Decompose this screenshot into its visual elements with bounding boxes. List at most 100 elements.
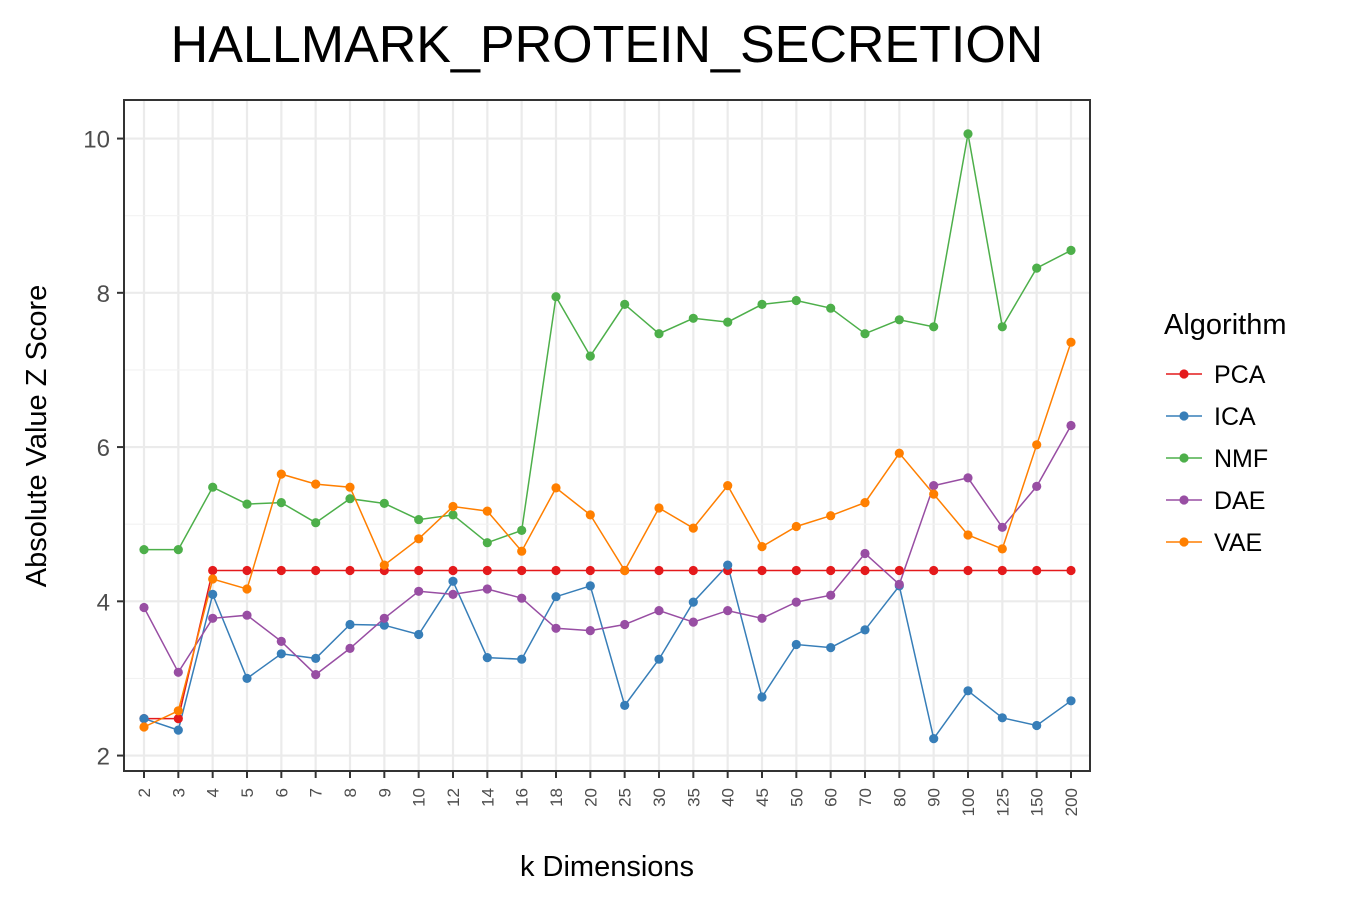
x-tick-label: 5	[238, 788, 257, 797]
data-point-nmf	[894, 315, 904, 325]
data-point-dae	[1066, 420, 1076, 431]
data-point-ica	[997, 713, 1007, 723]
grid	[124, 100, 1090, 771]
data-point-dae	[311, 670, 321, 680]
chart-title: HALLMARK_PROTEIN_SECRETION	[171, 16, 1044, 74]
data-point-ica	[345, 619, 355, 630]
data-point-vae	[173, 706, 183, 716]
data-point-vae	[963, 530, 973, 540]
data-point-nmf	[723, 317, 733, 327]
data-point-vae	[654, 503, 664, 513]
series-line-nmf	[144, 133, 1072, 551]
plot-panel-border	[123, 99, 1091, 772]
data-point-dae	[791, 597, 801, 607]
data-point-pca	[585, 565, 595, 576]
data-point-ica	[517, 654, 527, 664]
data-point-dae	[757, 613, 767, 623]
data-point-vae	[723, 481, 733, 491]
data-point-dae	[1032, 481, 1042, 491]
data-point-vae	[379, 560, 389, 570]
data-point-ica	[723, 560, 733, 570]
x-tick-label: 200	[1062, 788, 1081, 816]
x-tick-label: 7	[307, 788, 326, 797]
data-point-dae	[654, 606, 664, 616]
x-tick-label: 150	[1028, 788, 1047, 816]
data-point-vae	[688, 523, 698, 533]
data-point-nmf	[311, 518, 321, 528]
data-point-nmf	[929, 322, 939, 332]
data-point-ica	[620, 700, 630, 711]
data-point-pca	[173, 714, 183, 724]
data-point-ica	[1066, 696, 1076, 706]
data-point-nmf	[757, 299, 767, 309]
data-point-vae	[276, 469, 286, 479]
data-point-ica	[311, 653, 321, 664]
data-point-pca	[997, 565, 1007, 576]
x-tick-label: 8	[341, 788, 360, 797]
data-point-nmf	[379, 498, 389, 508]
data-point-dae	[894, 579, 904, 590]
data-point-nmf	[139, 545, 149, 555]
data-point-vae	[1032, 440, 1042, 450]
data-point-vae	[826, 511, 836, 521]
data-point-pca	[345, 565, 355, 576]
data-point-vae	[757, 542, 767, 552]
x-tick-label: 12	[444, 788, 463, 807]
x-tick-label: 50	[787, 788, 806, 807]
x-tick-label: 16	[513, 788, 532, 807]
data-point-pca	[894, 565, 904, 576]
data-point-nmf	[963, 129, 973, 139]
data-point-vae	[620, 565, 630, 576]
y-tick-label: 8	[97, 281, 110, 308]
series-line-ica	[143, 563, 1072, 741]
data-point-pca	[826, 565, 836, 576]
legend-marker-nmf	[1179, 453, 1189, 463]
data-point-vae	[517, 546, 527, 556]
legend-label-pca: PCA	[1214, 361, 1266, 389]
data-point-nmf	[620, 299, 630, 309]
legend-marker-ica	[1179, 411, 1189, 421]
data-point-pca	[757, 565, 767, 576]
legend-marker-pca	[1179, 369, 1189, 379]
x-tick-label: 10	[410, 788, 429, 807]
data-point-ica	[688, 597, 698, 607]
data-point-dae	[345, 643, 355, 654]
x-tick-label: 6	[272, 788, 291, 797]
legend-label-dae: DAE	[1214, 487, 1265, 515]
x-tick-label: 14	[478, 788, 497, 807]
data-point-ica	[1032, 720, 1042, 731]
data-point-vae	[311, 479, 321, 489]
data-point-vae	[448, 501, 458, 512]
data-point-vae	[791, 521, 801, 532]
data-point-vae	[139, 722, 149, 732]
data-point-ica	[139, 714, 149, 724]
legend-label-vae: VAE	[1214, 529, 1262, 557]
data-point-ica	[551, 592, 561, 602]
data-point-ica	[791, 639, 801, 650]
data-point-vae	[482, 506, 492, 516]
data-point-pca	[311, 565, 321, 576]
data-point-dae	[414, 586, 424, 596]
data-point-dae	[860, 548, 870, 559]
x-tick-label: 60	[822, 788, 841, 807]
x-tick-label: 9	[375, 788, 394, 797]
data-point-nmf	[173, 545, 183, 555]
legend: Algorithm PCA ICA NMF DAE VAE	[1164, 309, 1287, 557]
data-point-vae	[894, 448, 904, 458]
data-point-vae	[929, 489, 939, 499]
data-point-nmf	[1066, 245, 1076, 255]
data-point-vae	[414, 534, 424, 544]
data-point-nmf	[345, 494, 355, 504]
series-line-pca	[144, 569, 1071, 720]
data-point-pca	[482, 565, 492, 576]
data-point-dae	[826, 590, 836, 600]
x-tick-label: 2	[135, 788, 154, 797]
series-lines	[143, 133, 1072, 741]
data-point-nmf	[1032, 263, 1042, 273]
x-axis-title: k Dimensions	[520, 851, 694, 883]
data-point-vae	[585, 510, 595, 520]
series-line-vae	[143, 341, 1072, 728]
data-point-pca	[929, 565, 939, 576]
data-point-pca	[1066, 565, 1076, 576]
